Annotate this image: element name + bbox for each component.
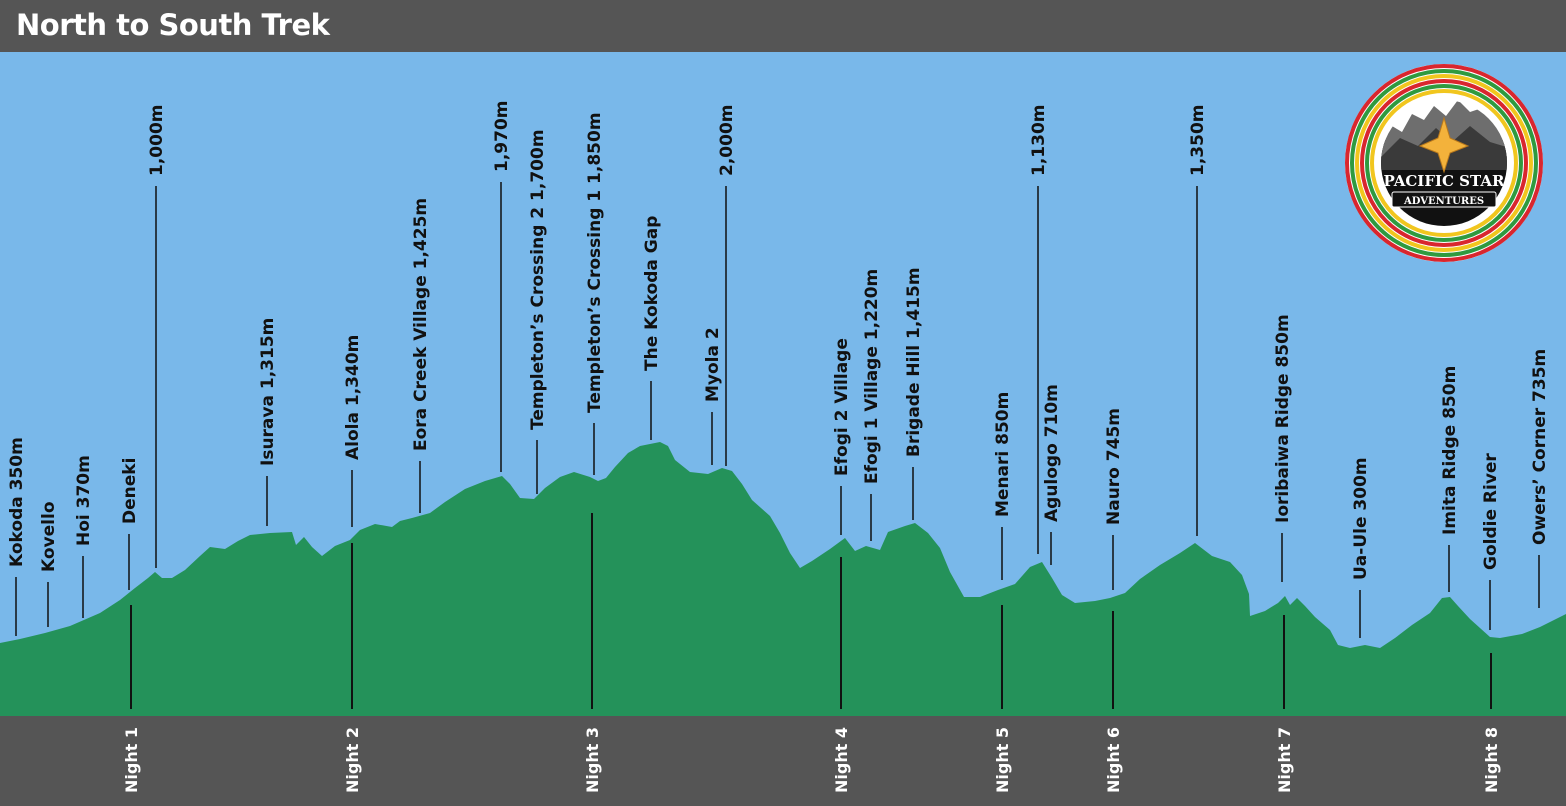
night-marker-lines: [130, 513, 1492, 709]
waypoint-label: Brigade Hill 1,415m: [904, 267, 924, 457]
night-footer-bar: [0, 716, 1566, 806]
night-label: Night 4: [832, 727, 851, 793]
waypoint-label: 2,000m: [717, 105, 737, 177]
waypoint-label: Alola 1,340m: [343, 335, 363, 460]
waypoint-label: Efogi 1 Village 1,220m: [862, 269, 882, 484]
logo-ring: [1360, 79, 1528, 247]
logo-name-text: PACIFIC STAR: [1384, 172, 1505, 190]
waypoint-label: Eora Creek Village 1,425m: [411, 198, 431, 451]
waypoint-label: Hoi 370m: [74, 455, 94, 546]
night-label: Night 1: [122, 727, 141, 793]
night-label: Night 5: [993, 727, 1012, 793]
page-title: North to South Trek: [16, 8, 330, 42]
waypoint-label: Nauro 745m: [1104, 408, 1124, 525]
waypoint-label: Kovello: [39, 502, 59, 573]
logo-subtitle-text: ADVENTURES: [1403, 196, 1484, 207]
waypoint-label: 1,350m: [1188, 105, 1208, 177]
terrain-profile: [0, 442, 1566, 716]
waypoint-leader-lines: [15, 182, 1540, 638]
waypoint-label: Ioribaiwa Ridge 850m: [1273, 314, 1293, 523]
night-label: Night 8: [1482, 727, 1501, 793]
waypoint-label: Templeton’s Crossing 1 1,850m: [585, 112, 605, 413]
logo-ring: [1355, 74, 1533, 252]
star-icon: [1418, 116, 1470, 174]
waypoint-label: Ua-Ule 300m: [1351, 457, 1371, 580]
waypoint-label: Templeton’s Crossing 2 1,700m: [528, 129, 548, 430]
waypoint-label: Myola 2: [703, 327, 723, 402]
night-label: Night 2: [343, 727, 362, 793]
waypoint-label: Imita Ridge 850m: [1440, 366, 1460, 535]
waypoint-label: 1,000m: [147, 105, 167, 177]
logo-ring: [1345, 64, 1543, 262]
night-label: Night 3: [583, 727, 602, 793]
header-bar: North to South Trek: [0, 0, 1566, 52]
waypoint-label: Owers’ Corner 735m: [1530, 349, 1550, 545]
waypoint-label: Deneki: [120, 458, 140, 524]
waypoint-label: The Kokoda Gap: [642, 216, 662, 371]
logo-ring: [1370, 89, 1518, 237]
waypoint-label: Agulogo 710m: [1042, 384, 1062, 522]
pacific-star-adventures-logo: PACIFIC STAR ADVENTURES: [1345, 64, 1543, 262]
waypoint-label: Kokoda 350m: [7, 437, 27, 567]
waypoint-label: Isurava 1,315m: [258, 318, 278, 466]
logo-subtitle-band: [1391, 191, 1497, 208]
waypoint-labels: Kokoda 350m Kovello Hoi 370m Deneki 1,000m Is…: [7, 101, 1550, 581]
night-labels: Night 1 Night 2 Night 3 Night 4 Night 5 Night…: [122, 727, 1501, 793]
night-label: Night 7: [1275, 727, 1294, 793]
waypoint-label: 1,970m: [492, 101, 512, 173]
logo-ring: [1350, 69, 1538, 257]
night-label: Night 6: [1104, 727, 1123, 793]
logo-ring: [1365, 84, 1523, 242]
waypoint-label: Menari 850m: [993, 392, 1013, 517]
waypoint-label: Efogi 2 Village: [832, 338, 852, 476]
waypoint-label: Goldie River: [1481, 453, 1501, 570]
waypoint-label: 1,130m: [1029, 105, 1049, 177]
